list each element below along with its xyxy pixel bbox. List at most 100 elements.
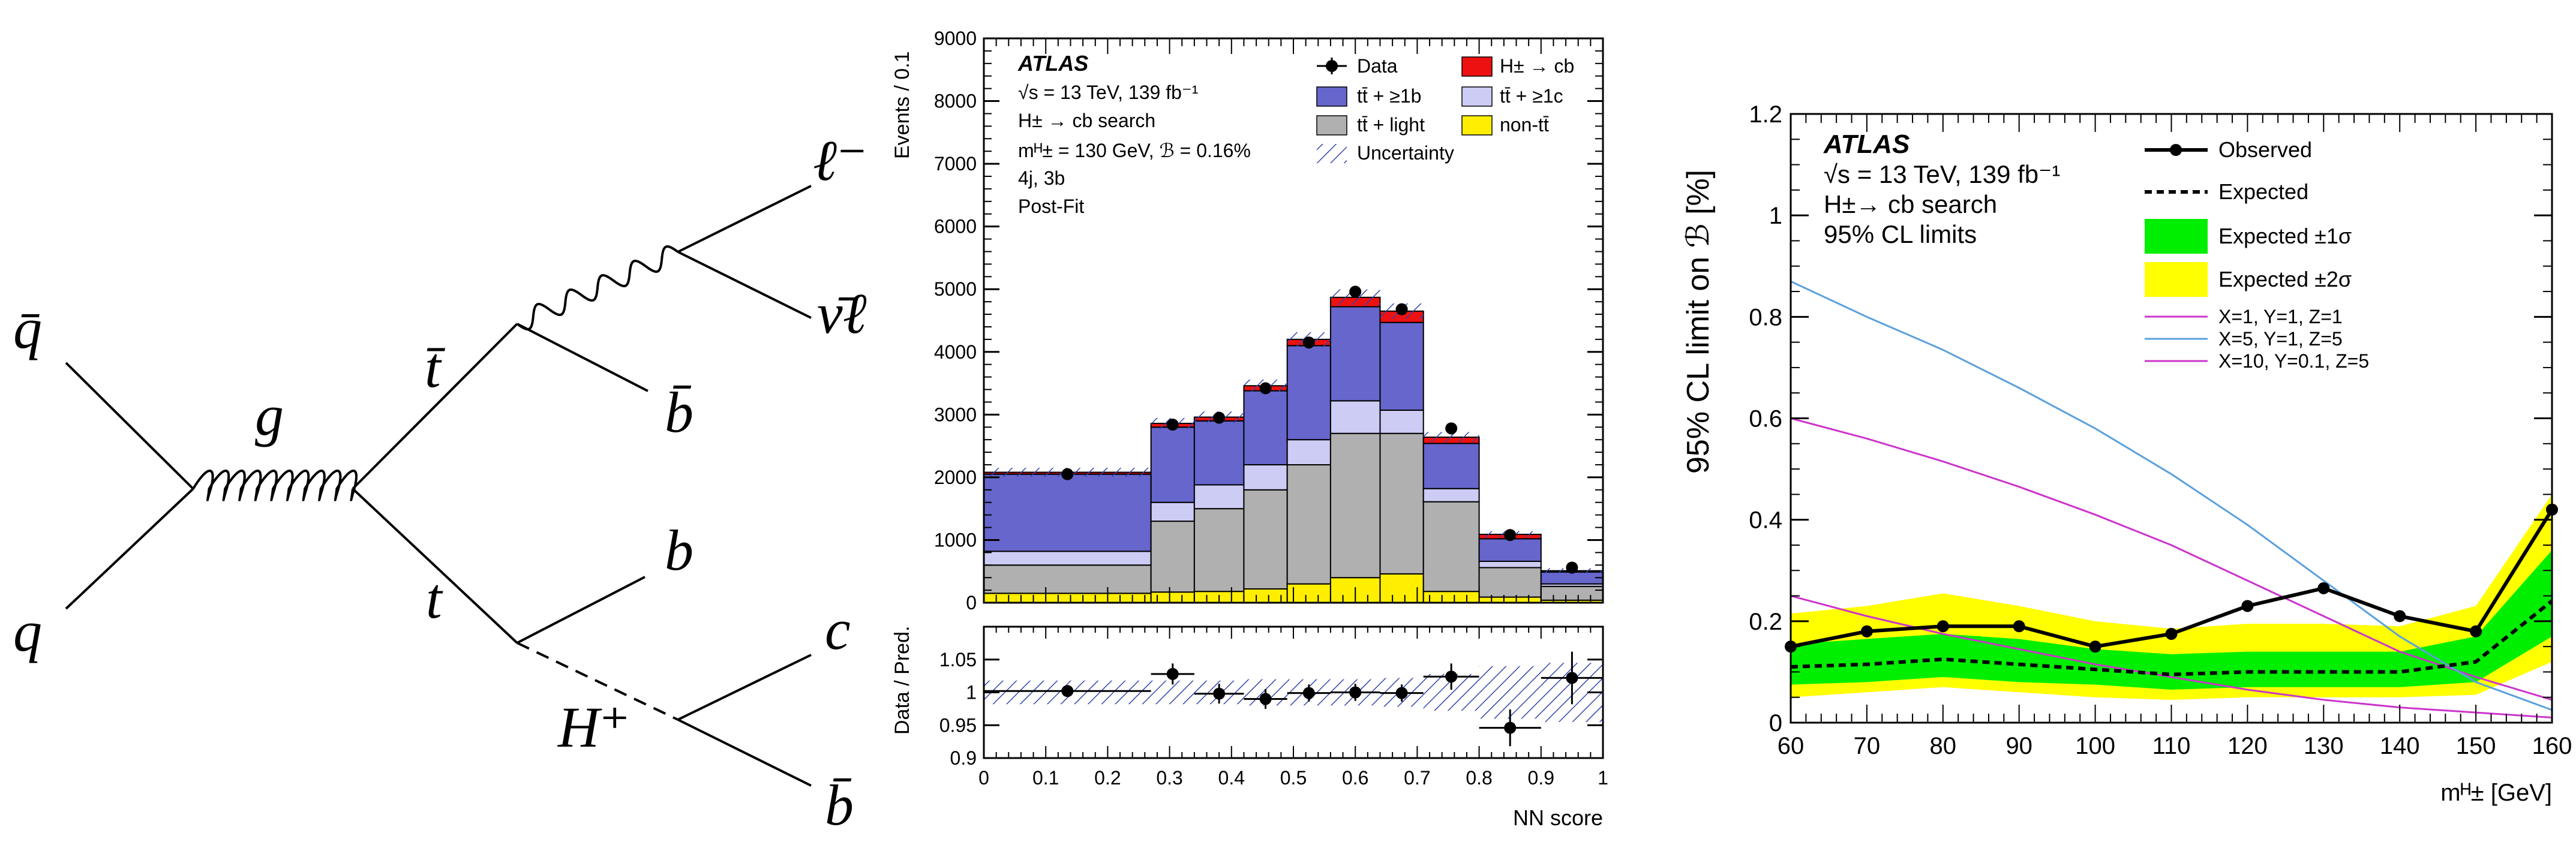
atlas-label-right: ATLAS [1823,130,1910,159]
search-label-mid: H± → cb search [1018,110,1155,131]
bar-2-8 [1478,560,1542,569]
legend-ttlight: tt̄ + light [1316,114,1425,136]
benchmark-curve-1 [1790,280,2553,711]
observed-point-3 [2013,620,2025,633]
legend-2sigma: Expected ±2σ [2145,262,2352,297]
xtick-mass-8: 140 [2380,733,2420,759]
bar-1-6 [1379,432,1424,575]
xtick-nn-6: 0.6 [1342,767,1368,789]
bar-1-2 [1193,508,1245,593]
svg-text:X=1, Y=1, Z=1: X=1, Y=1, Z=1 [2218,306,2343,327]
data-point-1 [1166,419,1179,431]
unc-7 [1423,432,1479,443]
tbar-line [352,323,518,490]
neutrino-line [677,251,812,319]
energy-label-mid: √s = 13 TeV, 139 fb⁻¹ [1018,82,1198,103]
bar-3-2 [1193,420,1245,486]
legend-data: Data [1317,55,1398,77]
benchmark-curve-0 [1790,417,2553,701]
bar-3-4 [1286,345,1331,441]
ratio-point-4 [1302,687,1315,699]
bar-3-1 [1150,426,1195,503]
legend-ttb: tt̄ + ≥1b [1316,85,1421,107]
legend-bench-3: X=10, Y=0.1, Z=5 [2145,350,2369,372]
ratio-point-1 [1166,667,1179,680]
data-point-8 [1504,529,1517,542]
observed-point-4 [2089,640,2101,653]
higgs-line [517,642,678,721]
ytick-top-9: 9000 [934,28,977,49]
ratio-band-1 [1151,680,1194,705]
svg-text:X=5, Y=1, Z=5: X=5, Y=1, Z=5 [2218,328,2343,350]
svg-text:non-tt̄: non-tt̄ [1500,114,1549,136]
expected-line [1790,599,2553,676]
observed-point-6 [2241,600,2254,612]
ytick-limit-1: 0.2 [1749,609,1782,635]
svg-text:Expected ±1σ: Expected ±1σ [2218,224,2352,248]
observed-point-1 [1860,625,1873,638]
ytick-ratio-2: 1 [966,682,977,703]
ratio-point-6 [1395,687,1408,699]
xtick-mass-4: 100 [2075,733,2115,759]
observed-point-9 [2470,625,2482,638]
xtick-mass-7: 130 [2304,733,2344,759]
ratio-point-2 [1213,687,1226,700]
xtick-mass-1: 70 [1854,733,1881,759]
bar-3-8 [1478,538,1542,562]
fit-label-mid: Post-Fit [1018,196,1084,217]
svg-text:tt̄ + light: tt̄ + light [1357,114,1425,136]
c-line [677,654,812,721]
stacked-histogram [983,296,1604,604]
label-c: c [825,597,851,661]
bar-2-1 [1150,501,1195,522]
ratio-axes: 0.9 0.95 1 1.05 0 0.1 0.2 0.3 0.4 0.5 0.6 0.7 0.8 0.9… [939,626,1608,789]
svg-text:X=10, Y=0.1, Z=5: X=10, Y=0.1, Z=5 [2218,350,2369,372]
atlas-label-mid: ATLAS [1017,51,1088,76]
xtick-mass-3: 90 [2005,733,2032,759]
xtick-nn-7: 0.7 [1404,767,1430,789]
svg-text:Data: Data [1357,55,1398,77]
q-line [65,488,194,610]
data-point-3 [1259,382,1272,395]
cl-label-right: 95% CL limits [1824,220,1977,248]
limit-plot: 0 0.2 0.4 0.6 0.8 1 1.2 60 70 80 90 100 110 120 130 140… [1681,101,2572,806]
ytick-limit-5: 1 [1769,203,1782,229]
ratio-point-9 [1566,672,1578,684]
svg-text:Expected ±2σ: Expected ±2σ [2218,267,2352,291]
xtick-nn-5: 0.5 [1280,767,1307,789]
bar-3-0 [983,473,1152,552]
x-axis-label-nn: NN score [1513,805,1603,830]
bar-2-4 [1286,439,1331,465]
ytick-top-7: 7000 [934,153,977,175]
xtick-nn-10: 1 [1598,767,1608,789]
y-axis-label-events: Events / 0.1 [891,51,914,159]
xtick-nn-9: 0.9 [1528,767,1554,789]
ytick-ratio-0: 0.9 [950,747,977,769]
bbar-top-line [517,323,648,392]
lepton-line [677,185,812,253]
legend-hcb: H± → cb [1461,55,1574,77]
energy-label-right: √s = 13 TeV, 139 fb⁻¹ [1824,160,2060,188]
top-axes: 0 1000 2000 3000 4000 5000 6000 7000 8000 9000 [934,28,1604,614]
expected-limit [1790,599,2553,676]
bar-0-6 [1379,573,1424,603]
ytick-top-8: 8000 [934,91,977,112]
xtick-mass-6: 120 [2227,733,2268,759]
bar-3-6 [1379,321,1424,411]
label-qbar: q̄ [13,296,42,360]
x-axis-label-mass: mᴴ± [GeV] [2440,780,2552,806]
xtick-nn-0: 0 [978,767,989,789]
bar-1-7 [1422,501,1480,593]
ratio-point-8 [1504,721,1517,734]
ratio-point-0 [1061,685,1074,697]
feynman-diagram [65,185,812,787]
ytick-ratio-3: 1.05 [939,649,977,670]
data-point-5 [1349,285,1362,298]
bar-1-3 [1243,489,1288,590]
bar-2-3 [1243,464,1288,491]
data-point-0 [1061,468,1074,480]
label-t: t [426,566,443,630]
legend-nontt: non-tt̄ [1461,114,1549,136]
svg-text:tt̄ + ≥1b: tt̄ + ≥1b [1357,85,1421,107]
